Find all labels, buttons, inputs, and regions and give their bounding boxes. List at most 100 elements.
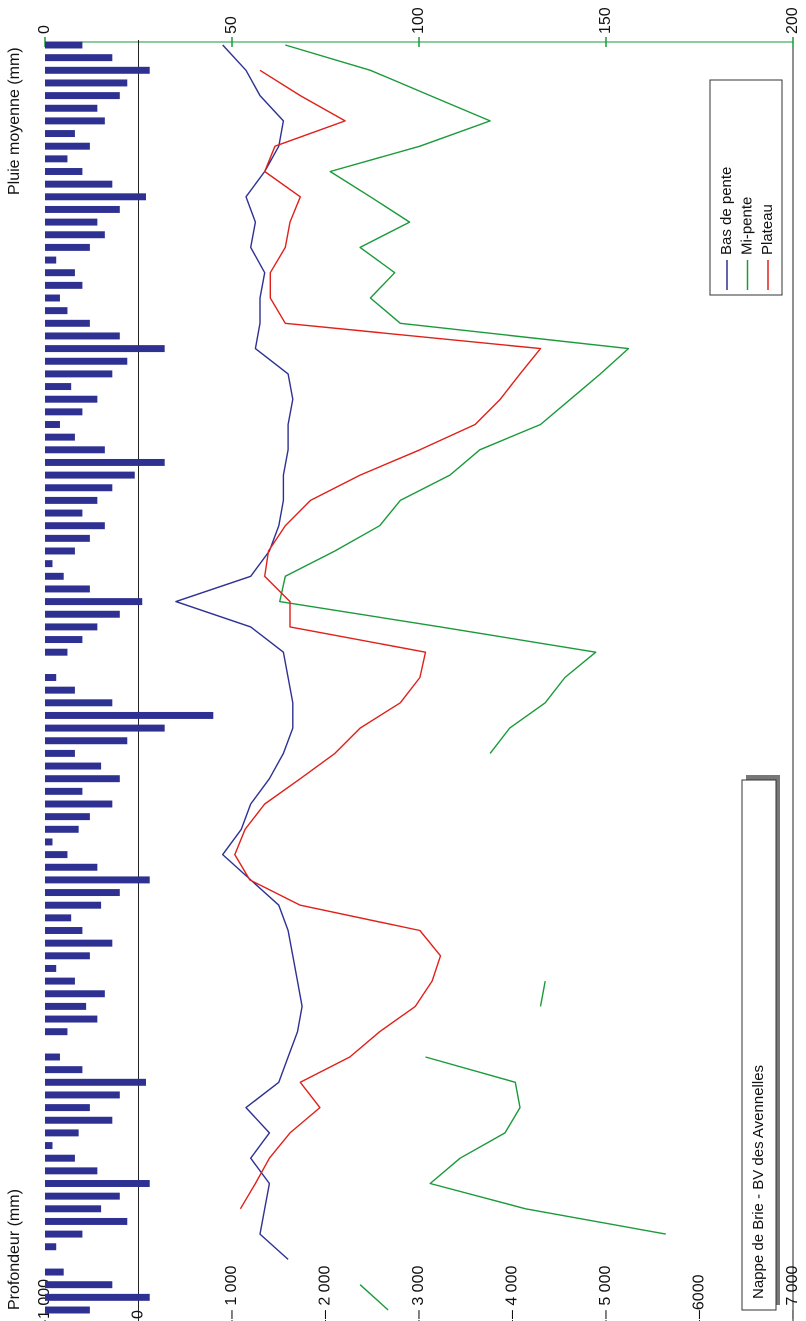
rain-bar [45, 117, 105, 125]
rain-bar [45, 572, 64, 580]
rain-bar [45, 1180, 150, 1187]
rain-bar [45, 838, 53, 846]
rain-bar [45, 1243, 57, 1251]
y-tick-label: – 1 000 [223, 1266, 240, 1319]
rain-bar [45, 256, 57, 264]
y-tick-label: – 2 000 [317, 1266, 334, 1319]
legend-box [709, 79, 783, 296]
rain-bar [45, 471, 135, 479]
rain-bar [45, 1091, 120, 1099]
rain-bar [45, 509, 83, 517]
rain-bar [45, 142, 90, 150]
rain-bar [45, 218, 98, 226]
rain-bar [45, 319, 90, 327]
y2-tick-label: 50 [223, 16, 240, 34]
rain-bar [45, 889, 120, 897]
rain-bar [45, 825, 79, 833]
rain-bar [45, 560, 53, 568]
rain-bar [45, 1217, 128, 1225]
rain-bar [45, 130, 75, 138]
rain-bar [45, 180, 113, 188]
rain-bar [45, 547, 75, 555]
rain-bar [45, 724, 165, 732]
rain-bar [45, 977, 75, 985]
rain-bar [45, 1154, 75, 1162]
rain-bar [45, 269, 75, 277]
rain-bar [45, 851, 68, 859]
rain-bar [45, 383, 72, 391]
rain-bar [45, 1293, 150, 1301]
rain-bar [45, 104, 98, 112]
rain-bar [45, 92, 120, 100]
rain-bar [45, 231, 105, 239]
rain-bar [45, 1142, 53, 1150]
series-line [279, 44, 666, 1311]
y2-tick-label: 150 [597, 7, 614, 34]
rain-bar [45, 1230, 83, 1238]
rain-bar [45, 598, 143, 606]
rain-bar [45, 648, 68, 656]
rain-bar [45, 964, 57, 972]
rain-bar [45, 54, 113, 62]
legend-label: Plateau [759, 204, 776, 255]
series-line [175, 44, 303, 1260]
rain-bar [45, 686, 75, 694]
rain-bar [45, 1205, 102, 1213]
y2-tick-label: 100 [410, 7, 427, 34]
rain-bar [45, 484, 113, 492]
rain-bar [45, 1281, 113, 1289]
rain-bar [45, 1078, 146, 1086]
rain-bar [45, 787, 83, 795]
rain-bar [45, 370, 113, 378]
rain-bar [45, 458, 165, 466]
rain-bar [45, 155, 68, 163]
rain-bar [45, 927, 83, 934]
rain-bar [45, 737, 128, 745]
rain-bar [45, 699, 113, 707]
rain-bar [45, 193, 146, 201]
rain-bar [45, 990, 105, 998]
rain-bar [45, 1129, 79, 1137]
y-axis-label: Profondeur (mm) [6, 1189, 23, 1310]
rain-bar [45, 243, 90, 251]
rain-bar [45, 952, 90, 960]
rain-bar [45, 408, 83, 416]
y2-axis-label: Pluie moyenne (mm) [6, 47, 23, 195]
rain-bar [45, 205, 120, 213]
rain-bar [45, 610, 120, 618]
rain-bar [45, 1192, 120, 1200]
rain-bar [45, 901, 102, 909]
rain-bar [45, 79, 128, 87]
rain-bar [45, 294, 60, 302]
rain-bar [45, 762, 102, 770]
y-tick-label: – 4 000 [504, 1266, 521, 1319]
rain-bar [45, 1116, 113, 1124]
rain-bar [45, 281, 83, 289]
rain-bar [45, 1015, 98, 1023]
rain-bar [45, 446, 105, 454]
y-tick-label: – 5 000 [597, 1266, 614, 1319]
rain-bar [45, 1053, 60, 1061]
rain-bar [45, 1104, 90, 1112]
rain-bar [45, 711, 214, 719]
rain-bar [45, 939, 113, 947]
y2-tick-label: 200 [784, 7, 801, 34]
rain-bar [45, 1028, 68, 1036]
rain-bar [45, 421, 60, 428]
rain-bar [45, 863, 98, 871]
rain-bar [45, 522, 105, 530]
y-tick-label: – 7 000 [784, 1266, 801, 1319]
rain-bar [45, 876, 150, 884]
rain-bar [45, 496, 98, 504]
y-tick-label: – 3 000 [410, 1266, 427, 1319]
rain-bar [45, 636, 83, 644]
rain-bar [45, 914, 72, 922]
rain-bar [45, 1002, 87, 1010]
rain-bar [45, 41, 83, 49]
rain-bar [45, 66, 150, 74]
rain-bar [45, 775, 120, 783]
rain-bar [45, 307, 68, 315]
rain-bar [45, 1306, 90, 1314]
legend-label: Bas de pente [718, 167, 735, 255]
